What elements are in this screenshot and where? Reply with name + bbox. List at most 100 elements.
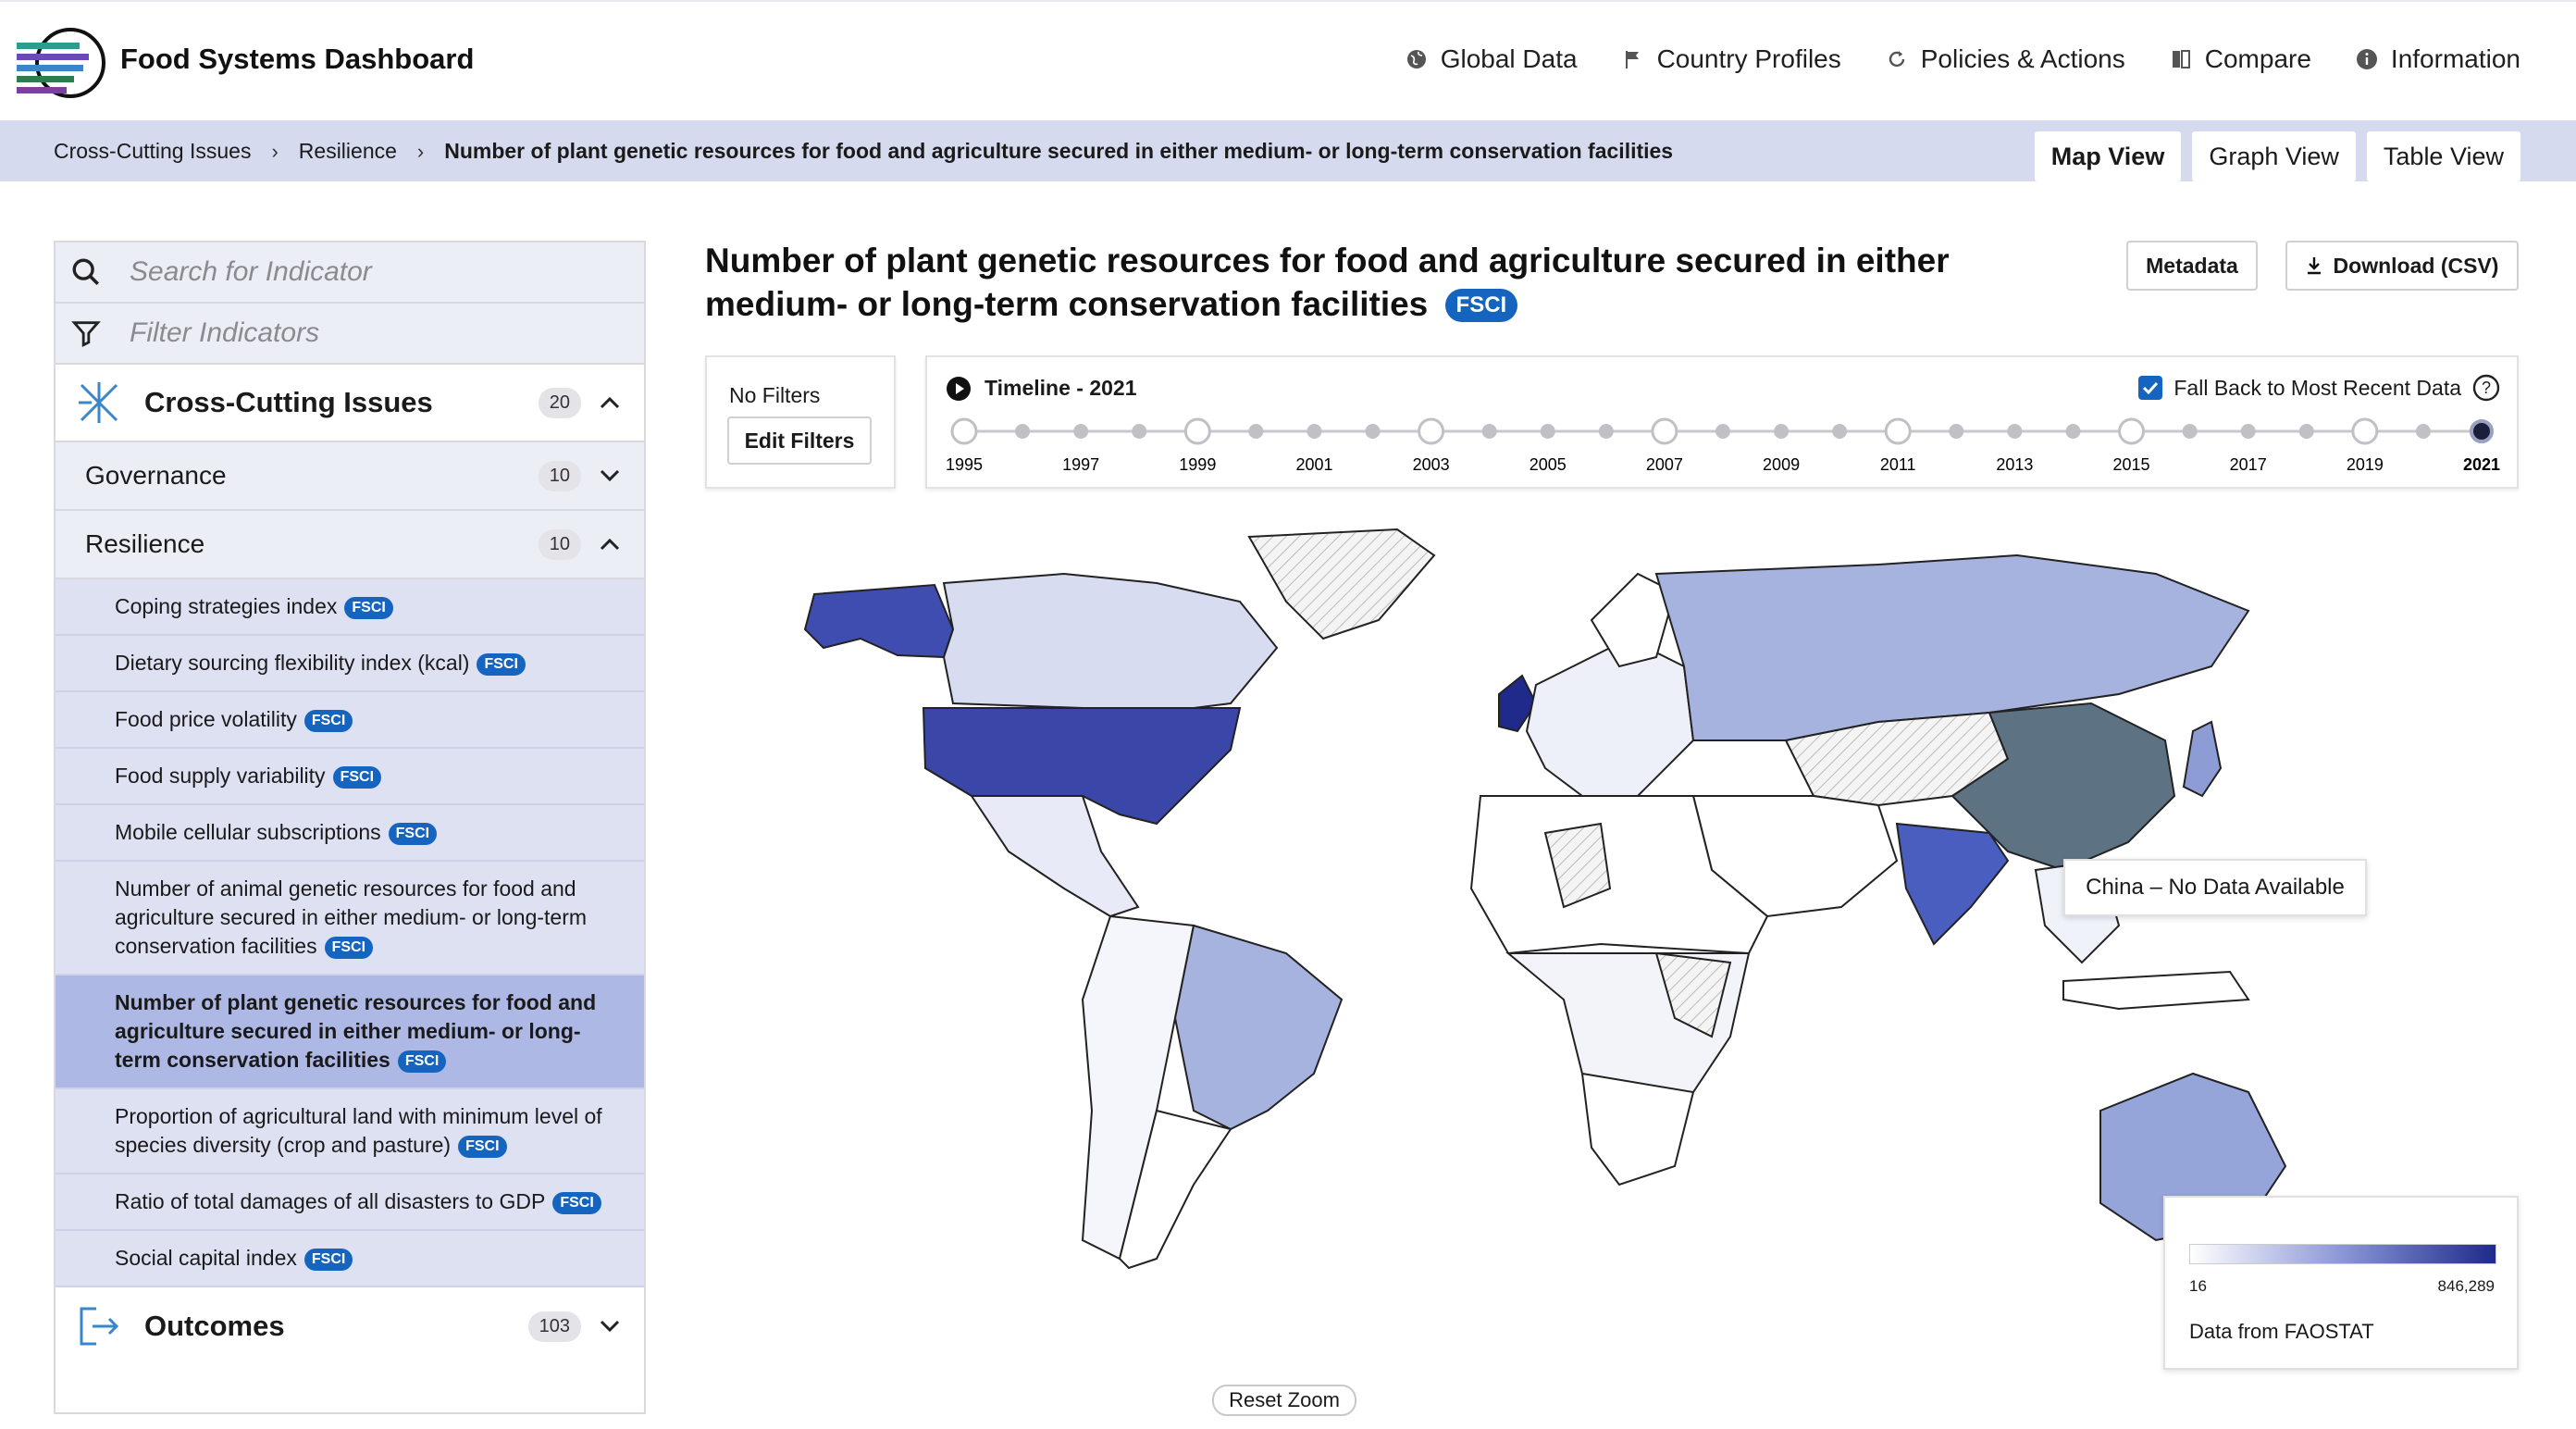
refresh-icon: [1889, 51, 1904, 68]
nav-compare[interactable]: Compare: [2170, 44, 2311, 74]
list-item[interactable]: Proportion of agricultural land with min…: [56, 1089, 644, 1174]
list-item[interactable]: Mobile cellular subscriptions FSCI: [56, 805, 644, 862]
timeline-stop[interactable]: [1774, 424, 1790, 439]
indicator-list: Coping strategies index FSCI Dietary sour…: [56, 579, 644, 1287]
logo-icon[interactable]: [15, 22, 107, 106]
timeline-stop[interactable]: [1481, 424, 1497, 439]
timeline-stop-selected[interactable]: [2470, 419, 2494, 443]
chevron-up-icon[interactable]: [600, 538, 620, 551]
timeline-stop[interactable]: [2182, 424, 2198, 439]
timeline-stop[interactable]: [1248, 424, 1264, 439]
filter-input[interactable]: Filter Indicators: [130, 317, 320, 348]
region-canada[interactable]: [942, 572, 1279, 714]
fallback-toggle[interactable]: Fall Back to Most Recent Data ?: [2138, 374, 2500, 402]
region-usa[interactable]: [922, 707, 1242, 826]
tab-map-view[interactable]: Map View: [2034, 131, 2182, 181]
region-mexico[interactable]: [970, 795, 1140, 918]
region-india[interactable]: [1895, 822, 2010, 946]
category-outcomes[interactable]: Outcomes 103: [56, 1287, 644, 1365]
reset-zoom-button[interactable]: Reset Zoom: [1212, 1385, 1356, 1416]
list-item[interactable]: Food price volatility FSCI: [56, 692, 644, 749]
play-icon[interactable]: [946, 376, 972, 402]
timeline-stop[interactable]: [2065, 424, 2081, 439]
timeline-stop[interactable]: [2415, 424, 2431, 439]
region-japan[interactable]: [2182, 720, 2223, 798]
timeline-stop[interactable]: [1365, 424, 1381, 439]
subcategory-governance[interactable]: Governance 10: [56, 442, 644, 511]
checkbox[interactable]: [2138, 376, 2163, 400]
search-input[interactable]: Search for Indicator: [130, 256, 372, 287]
timeline-stop[interactable]: [1132, 424, 1147, 439]
timeline-stop[interactable]: [1715, 424, 1730, 439]
chevron-down-icon[interactable]: [600, 469, 620, 482]
count-badge: 10: [538, 460, 581, 491]
nav-country-profiles[interactable]: Country Profiles: [1622, 44, 1841, 74]
region-greenland[interactable]: [1247, 528, 1436, 640]
timeline-stop[interactable]: [1949, 424, 1964, 439]
region-africa-east[interactable]: [1654, 951, 1732, 1038]
timeline-stop[interactable]: [1307, 424, 1322, 439]
subcategory-resilience[interactable]: Resilience 10: [56, 511, 644, 579]
timeline-title: Timeline - 2021: [985, 376, 1137, 400]
breadcrumb-item-resilience[interactable]: Resilience: [298, 139, 397, 163]
category-cross-cutting[interactable]: Cross-Cutting Issues 20: [56, 365, 644, 442]
timeline-stop[interactable]: [2298, 424, 2314, 439]
tab-graph-view[interactable]: Graph View: [2192, 131, 2356, 181]
timeline-stop[interactable]: [950, 417, 978, 445]
timeline-stop[interactable]: [1183, 417, 1211, 445]
list-item[interactable]: Food supply variability FSCI: [56, 749, 644, 805]
timeline-stop[interactable]: [1598, 424, 1614, 439]
nav-global-data[interactable]: Global Data: [1406, 44, 1578, 74]
chevron-down-icon[interactable]: [600, 1320, 620, 1333]
edit-filters-button[interactable]: Edit Filters: [727, 416, 872, 465]
timeline-slider[interactable]: 1995 1997 1999 2001 2003 2005 2007 2009 2011 2013…: [927, 357, 2520, 491]
indicator-title: Number of plant genetic resources for fo…: [705, 242, 1950, 323]
list-item[interactable]: Ratio of total damages of all disasters …: [56, 1174, 644, 1231]
timeline-stop[interactable]: [2351, 417, 2379, 445]
chevron-up-icon[interactable]: [600, 396, 620, 409]
list-item[interactable]: Dietary sourcing flexibility index (kcal…: [56, 636, 644, 692]
timeline-stop[interactable]: [2118, 417, 2146, 445]
list-item-selected[interactable]: Number of plant genetic resources for fo…: [56, 975, 644, 1089]
timeline-year-label: 2003: [1413, 455, 1450, 474]
nav-policies-actions[interactable]: Policies & Actions: [1886, 44, 2125, 74]
reset-zoom-label: Reset Zoom: [1229, 1388, 1340, 1411]
timeline-stop[interactable]: [1884, 417, 1912, 445]
nav-information[interactable]: Information: [2356, 44, 2520, 74]
region-brazil[interactable]: [1173, 924, 1344, 1131]
download-csv-button[interactable]: Download (CSV): [2285, 241, 2519, 291]
region-uk[interactable]: [1498, 674, 1538, 733]
nav-label: Country Profiles: [1656, 44, 1841, 73]
region-scandinavia[interactable]: [1590, 572, 1677, 668]
help-icon[interactable]: ?: [2472, 374, 2500, 402]
metadata-button[interactable]: Metadata: [2126, 241, 2258, 291]
fsci-badge: FSCI: [332, 766, 382, 789]
timeline-year-label: 1997: [1062, 455, 1099, 474]
world-map[interactable]: [675, 518, 2526, 1388]
search-row[interactable]: Search for Indicator: [56, 242, 644, 304]
timeline-stop[interactable]: [2007, 424, 2023, 439]
region-alaska[interactable]: [803, 583, 955, 659]
list-item[interactable]: Number of animal genetic resources for f…: [56, 862, 644, 975]
region-argentina[interactable]: [1118, 1109, 1232, 1270]
timeline-stop[interactable]: [1832, 424, 1848, 439]
timeline-stop[interactable]: [2240, 424, 2256, 439]
timeline-stop[interactable]: [1651, 417, 1678, 445]
timeline-stop[interactable]: [1073, 424, 1089, 439]
region-europe[interactable]: [1525, 637, 1695, 797]
list-item[interactable]: Coping strategies index FSCI: [56, 579, 644, 636]
list-item[interactable]: Social capital index FSCI: [56, 1231, 644, 1287]
timeline-stop[interactable]: [1418, 417, 1445, 445]
timeline-stop[interactable]: [1015, 424, 1031, 439]
region-china[interactable]: [1951, 702, 2176, 872]
region-russia[interactable]: [1654, 553, 2250, 741]
fsci-badge: FSCI: [388, 823, 438, 845]
timeline-stop[interactable]: [1540, 424, 1555, 439]
region-africa-south[interactable]: [1580, 1072, 1695, 1187]
tab-table-view[interactable]: Table View: [2366, 131, 2520, 181]
breadcrumb-item-cross-cutting[interactable]: Cross-Cutting Issues: [54, 139, 252, 163]
filter-row[interactable]: Filter Indicators: [56, 304, 644, 365]
app-title[interactable]: Food Systems Dashboard: [120, 43, 475, 75]
region-indonesia[interactable]: [2062, 970, 2250, 1011]
region-africa-sahel[interactable]: [1543, 822, 1612, 909]
